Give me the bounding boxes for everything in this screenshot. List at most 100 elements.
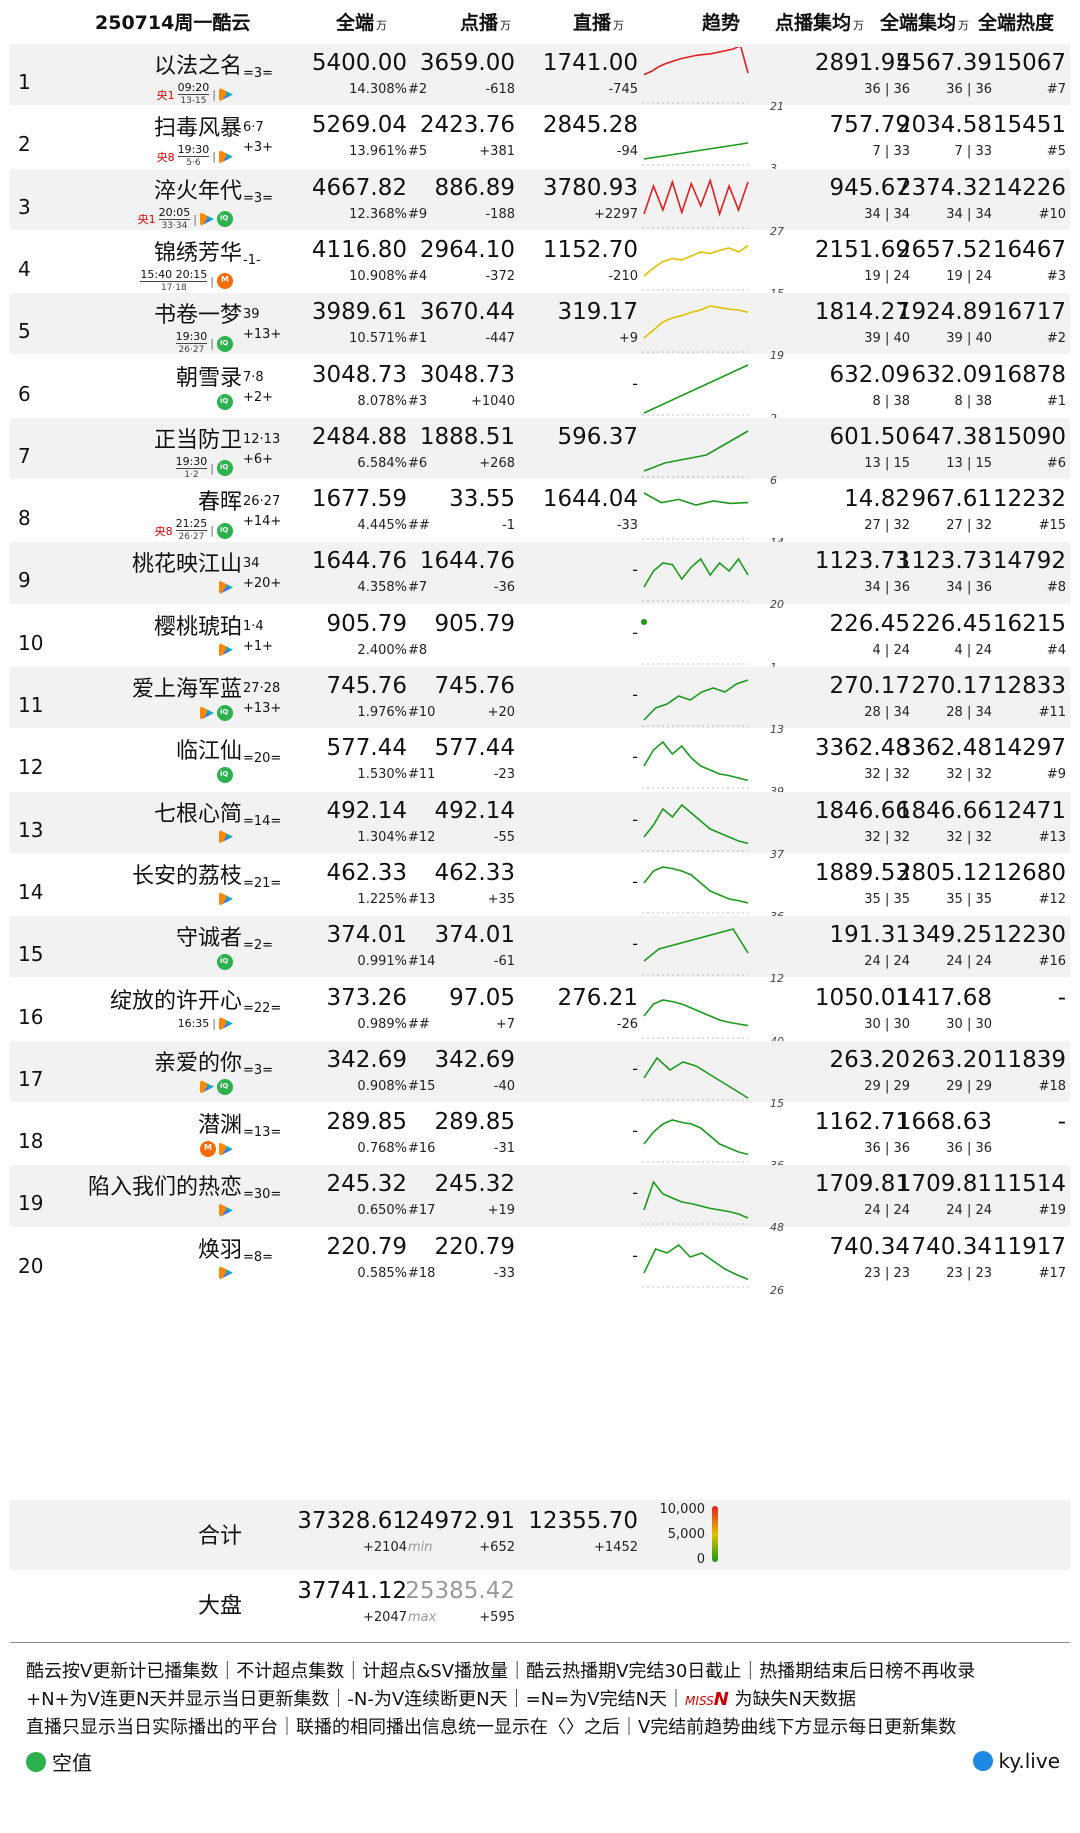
trend-chart bbox=[642, 741, 749, 789]
episode-count: 12·13 bbox=[243, 431, 281, 447]
col-header-all-avg: 全端集均万 bbox=[880, 12, 970, 34]
total-value: 373.26 bbox=[326, 984, 407, 1011]
col-header-vod-avg: 点播集均万 bbox=[775, 12, 865, 34]
total-value: 1677.59 bbox=[311, 486, 407, 513]
table-row: 13 七根心简 =14= 492.14 1.304% 492.14 #12 -55-37 184… bbox=[10, 791, 1070, 861]
all-avg-sub: 4 | 24 bbox=[954, 642, 992, 658]
live-value: 1644.04 bbox=[542, 486, 638, 513]
all-avg-value: 4567.39 bbox=[896, 50, 992, 76]
heat-rank: #16 bbox=[1038, 954, 1066, 970]
footer-line-2: +N+为V连更N天并显示当日更新集数｜-N-为V连续断更N天｜=N=为V完结N天… bbox=[26, 1689, 857, 1710]
live-value: 1152.70 bbox=[542, 236, 638, 263]
update-status: =21= bbox=[243, 875, 282, 891]
update-status: =13= bbox=[243, 1125, 282, 1141]
heat-rank: #12 bbox=[1038, 891, 1066, 907]
youku-icon bbox=[219, 1142, 233, 1157]
trend-chart bbox=[642, 866, 749, 914]
all-avg-value: 2657.52 bbox=[896, 236, 992, 263]
vod-avg-sub: 27 | 32 bbox=[864, 518, 910, 534]
total-value: 5269.04 bbox=[311, 112, 407, 139]
rank-number: 14 bbox=[18, 879, 44, 904]
iqiyi-icon bbox=[217, 522, 233, 539]
episode-count: 1·4 bbox=[243, 618, 264, 634]
summary-market-label: 大盘 bbox=[197, 1594, 242, 1619]
total-pct: 1.976% bbox=[357, 705, 407, 720]
all-avg-sub: 27 | 32 bbox=[946, 518, 992, 534]
rank-number: 13 bbox=[18, 817, 44, 842]
trend-line bbox=[643, 1056, 749, 1099]
show-title: 焕羽 bbox=[197, 1237, 242, 1263]
total-pct: 6.584% bbox=[357, 455, 407, 471]
total-value: 492.14 bbox=[326, 797, 407, 824]
vod-value: 905.79 bbox=[434, 610, 515, 637]
live-value: - bbox=[632, 1183, 638, 1203]
vod-avg-value: 632.09 bbox=[829, 361, 910, 388]
mgtv-icon bbox=[217, 273, 233, 290]
vod-avg-sub: 29 | 29 bbox=[864, 1078, 910, 1094]
youku-icon bbox=[219, 642, 233, 657]
vod-avg-value: 1709.81 bbox=[814, 1171, 910, 1198]
total-pct: 4.445% bbox=[357, 518, 407, 534]
vod-delta: +268 bbox=[479, 455, 515, 471]
air-time: 16:35 bbox=[177, 1016, 210, 1030]
vod-delta: -1 bbox=[502, 518, 515, 534]
vod-avg-value: 1889.53 bbox=[814, 859, 910, 886]
update-status: -1- bbox=[243, 252, 261, 268]
summary-total-delta: +2104 bbox=[363, 1540, 407, 1555]
vod-delta: +7 bbox=[495, 1016, 515, 1032]
summary-vod-delta: +652 bbox=[479, 1540, 515, 1555]
iqiyi-icon bbox=[217, 767, 233, 784]
episode-count: 26·27 bbox=[243, 494, 281, 510]
live-delta: +2297 bbox=[594, 206, 638, 222]
rank-number: 9 bbox=[18, 568, 31, 593]
all-avg-value: 1846.66 bbox=[896, 797, 992, 824]
all-avg-value: 2805.12 bbox=[896, 859, 992, 886]
table-header: 250714周一酷云 全端万 点播万 直播万 趋势 点播集均万 全端集均万 全端… bbox=[0, 0, 1080, 44]
all-avg-value: 1924.89 bbox=[896, 299, 992, 326]
trend-line bbox=[643, 741, 749, 782]
vod-avg-value: 3362.48 bbox=[814, 735, 910, 762]
trend-chart bbox=[642, 47, 749, 104]
vod-delta: -31 bbox=[493, 1141, 515, 1157]
vod-avg-sub: 32 | 32 bbox=[864, 767, 910, 783]
heat-value: 14226 bbox=[992, 174, 1066, 201]
vod-delta: -618 bbox=[485, 82, 515, 97]
vod-avg-value: 2891.95 bbox=[814, 50, 910, 76]
all-avg-sub: 39 | 40 bbox=[946, 331, 992, 347]
live-value: - bbox=[632, 373, 638, 393]
trend-days: 26 bbox=[770, 1283, 784, 1297]
total-value: 745.76 bbox=[326, 673, 407, 699]
live-value: 319.17 bbox=[557, 299, 638, 326]
show-title: 锦绣芳华 bbox=[153, 240, 242, 266]
brand-left: 空值 bbox=[26, 1747, 92, 1776]
total-pct: 0.585% bbox=[357, 1265, 407, 1281]
heat-value: 12833 bbox=[992, 673, 1066, 699]
total-value: 220.79 bbox=[326, 1233, 407, 1260]
rank-number: 18 bbox=[18, 1129, 44, 1154]
vod-rank: #6 bbox=[408, 455, 428, 471]
summary-vod: 24972.91 bbox=[405, 1508, 515, 1534]
trend-chart bbox=[642, 1056, 749, 1101]
all-avg-value: 1417.68 bbox=[896, 984, 992, 1011]
live-value: - bbox=[632, 747, 638, 767]
schedule-info bbox=[217, 393, 233, 410]
show-title: 扫毒风暴 bbox=[153, 116, 242, 142]
mgtv-icon bbox=[200, 1141, 216, 1158]
trend-line bbox=[643, 305, 749, 339]
iqiyi-icon bbox=[217, 460, 233, 477]
vod-value: 289.85 bbox=[434, 1109, 515, 1136]
vod-value: 2964.10 bbox=[419, 236, 515, 263]
show-title: 正当防卫 bbox=[153, 427, 242, 453]
summary-live: 12355.70 bbox=[528, 1508, 638, 1534]
vod-value: 3048.73 bbox=[419, 361, 515, 388]
vod-avg-sub: 35 | 35 bbox=[864, 891, 910, 907]
show-title: 爱上海军蓝 bbox=[131, 677, 242, 702]
col-header-trend: 趋势 bbox=[702, 12, 741, 34]
show-title: 潜渊 bbox=[197, 1113, 242, 1139]
vod-delta: -55 bbox=[493, 829, 515, 845]
vod-rank: #2 bbox=[408, 82, 428, 97]
live-value: 596.37 bbox=[557, 423, 638, 450]
iqiyi-icon bbox=[217, 1078, 233, 1095]
trend-chart bbox=[641, 618, 748, 665]
